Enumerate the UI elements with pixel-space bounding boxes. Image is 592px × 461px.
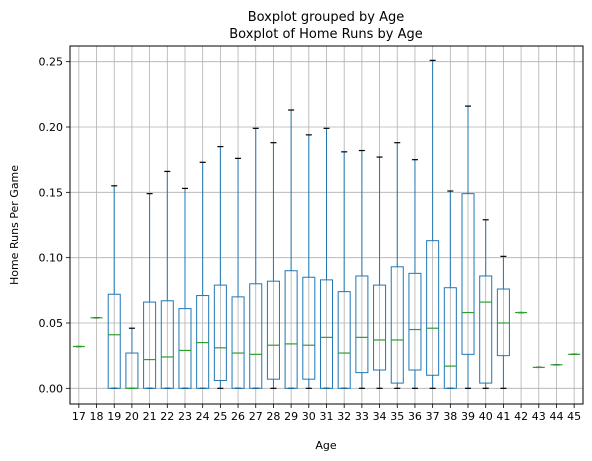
box-group-age-31 <box>319 127 334 389</box>
box-group-age-23 <box>178 187 192 389</box>
box-group-age-28 <box>266 142 280 389</box>
y-tick-label: 0.10 <box>39 252 64 265</box>
x-tick-label: 37 <box>426 410 440 423</box>
x-tick-label: 41 <box>496 410 510 423</box>
box-group-age-39 <box>461 105 475 389</box>
x-tick-label: 38 <box>443 410 457 423</box>
box-iqr <box>319 279 334 389</box>
box-group-age-32 <box>337 151 351 389</box>
x-axis-ticks: 17 18 19 20 21 22 23 24 25 26 27 28 29 30 31 32 33 34 35 36… <box>72 404 581 423</box>
box-iqr <box>249 283 263 389</box>
box-group-age-33 <box>355 149 369 389</box>
box-iqr <box>408 272 422 371</box>
box-group-age-34 <box>373 156 387 389</box>
box-iqr <box>443 287 457 389</box>
chart-title: Boxplot of Home Runs by Age <box>229 27 422 42</box>
box-group-age-20 <box>125 327 139 389</box>
x-tick-label: 22 <box>160 410 174 423</box>
x-tick-label: 36 <box>408 410 422 423</box>
box-iqr <box>213 284 227 381</box>
x-tick-label: 33 <box>355 410 369 423</box>
box-group-age-30 <box>302 134 316 389</box>
box-group-age-40 <box>479 219 493 389</box>
x-tick-label: 29 <box>284 410 298 423</box>
box-group-age-29 <box>284 109 298 389</box>
x-tick-label: 17 <box>72 410 86 423</box>
box-group-age-27 <box>249 127 263 389</box>
box-iqr <box>266 280 280 380</box>
x-tick-label: 25 <box>213 410 227 423</box>
x-tick-label: 21 <box>143 410 157 423</box>
box-iqr <box>337 291 351 389</box>
y-tick-label: 0.25 <box>39 56 64 69</box>
y-tick-label: 0.05 <box>39 317 64 330</box>
box-iqr <box>355 275 369 374</box>
box-iqr <box>461 193 475 355</box>
x-tick-label: 43 <box>532 410 546 423</box>
box-iqr <box>178 308 192 389</box>
y-axis-label: Home Runs Per Game <box>8 165 21 285</box>
box-iqr <box>196 295 210 389</box>
x-tick-label: 35 <box>390 410 404 423</box>
x-tick-label: 34 <box>373 410 387 423</box>
box-iqr <box>143 301 157 389</box>
box-group-age-21 <box>143 193 157 389</box>
box-series <box>72 59 581 389</box>
box-iqr <box>373 284 387 371</box>
x-tick-label: 42 <box>514 410 528 423</box>
box-iqr <box>284 270 298 389</box>
chart-suptitle: Boxplot grouped by Age <box>248 10 405 25</box>
x-tick-label: 18 <box>90 410 104 423</box>
box-group-age-19 <box>107 185 121 389</box>
x-tick-label: 24 <box>196 410 210 423</box>
box-iqr <box>107 293 121 389</box>
box-group-age-41 <box>496 255 510 389</box>
x-tick-label: 28 <box>266 410 280 423</box>
box-iqr <box>426 240 440 376</box>
y-tick-label: 0.15 <box>39 186 64 199</box>
x-tick-label: 23 <box>178 410 192 423</box>
x-tick-label: 26 <box>231 410 245 423</box>
x-tick-label: 20 <box>125 410 139 423</box>
box-group-age-35 <box>390 142 404 389</box>
box-iqr <box>160 300 174 389</box>
box-iqr <box>390 266 404 384</box>
y-tick-label: 0.20 <box>39 121 64 134</box>
box-group-age-38 <box>443 190 457 389</box>
y-tick-label: 0.00 <box>39 382 64 395</box>
x-tick-label: 45 <box>567 410 581 423</box>
box-group-age-25 <box>213 146 227 389</box>
x-tick-label: 27 <box>249 410 263 423</box>
box-iqr <box>479 275 493 384</box>
x-tick-label: 31 <box>320 410 334 423</box>
x-tick-label: 40 <box>479 410 493 423</box>
x-tick-label: 44 <box>549 410 563 423</box>
box-group-age-24 <box>196 161 210 389</box>
x-tick-label: 30 <box>302 410 316 423</box>
box-iqr <box>302 276 316 380</box>
x-tick-label: 39 <box>461 410 475 423</box>
plot-frame <box>69 45 584 405</box>
box-iqr <box>231 296 245 389</box>
box-group-age-36 <box>408 159 422 389</box>
box-group-age-37 <box>426 59 440 389</box>
x-tick-label: 19 <box>107 410 121 423</box>
x-axis-label: Age <box>315 439 337 452</box>
box-group-age-22 <box>160 170 174 389</box>
x-tick-label: 32 <box>337 410 351 423</box>
y-axis-ticks: 0.00 0.05 0.10 0.15 0.20 0.25 <box>39 56 70 395</box>
box-group-age-26 <box>231 157 245 389</box>
box-iqr <box>496 288 510 357</box>
